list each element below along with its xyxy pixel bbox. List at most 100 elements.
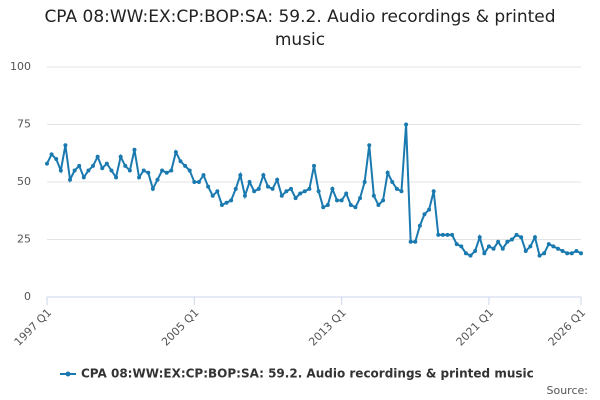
line <box>46 124 582 258</box>
point <box>238 173 243 178</box>
point <box>427 207 432 212</box>
point <box>196 180 201 184</box>
point <box>344 191 349 196</box>
point <box>404 122 409 127</box>
point <box>91 163 96 168</box>
point <box>77 163 82 168</box>
point <box>528 244 533 249</box>
point <box>367 143 372 148</box>
point <box>95 154 100 159</box>
point <box>413 239 418 244</box>
point <box>146 170 151 175</box>
point <box>500 246 505 251</box>
point <box>551 244 556 249</box>
point <box>371 193 376 198</box>
point <box>335 198 340 203</box>
point <box>206 184 211 189</box>
point <box>408 239 413 244</box>
point <box>358 196 363 201</box>
point <box>49 152 54 157</box>
point <box>579 251 583 256</box>
point <box>183 163 188 168</box>
point <box>532 235 537 240</box>
y-tick-label: 50 <box>17 175 31 188</box>
point <box>312 163 316 168</box>
point <box>555 246 560 251</box>
point <box>210 193 215 198</box>
point <box>330 186 335 191</box>
point <box>422 212 427 217</box>
point <box>58 168 63 173</box>
y-tick-label: 0 <box>24 290 31 303</box>
point <box>229 198 234 203</box>
point <box>496 239 501 244</box>
point <box>141 168 146 173</box>
point <box>178 159 183 164</box>
point <box>463 251 468 256</box>
x-tick-label: 2021 Q1 <box>454 306 497 349</box>
point <box>505 239 510 244</box>
y-tick-label: 100 <box>10 60 31 73</box>
point <box>574 249 579 253</box>
point <box>265 184 270 189</box>
point <box>132 147 137 152</box>
point <box>565 251 570 256</box>
y-tick-label: 75 <box>17 118 31 131</box>
x-tick-label: 2005 Q1 <box>159 306 202 349</box>
point <box>519 235 524 240</box>
point <box>118 154 123 159</box>
point <box>261 173 266 178</box>
x-tick-label: 1997 Q1 <box>12 306 55 349</box>
point <box>468 253 473 258</box>
point <box>385 170 390 175</box>
point <box>150 186 155 191</box>
point <box>233 186 238 191</box>
point <box>284 189 289 194</box>
source: Source: <box>547 384 589 397</box>
point <box>86 168 91 173</box>
point <box>63 143 68 148</box>
point <box>293 196 298 201</box>
point <box>390 180 395 184</box>
point <box>450 232 455 237</box>
point <box>270 186 275 191</box>
point <box>509 237 514 242</box>
point <box>560 249 565 253</box>
point <box>537 253 542 258</box>
point <box>187 168 192 173</box>
point <box>482 251 487 256</box>
point <box>376 203 381 207</box>
point <box>459 244 464 249</box>
point <box>215 189 220 194</box>
point <box>288 186 293 191</box>
point <box>523 249 528 253</box>
point <box>477 235 482 240</box>
legend-marker <box>65 371 71 377</box>
point <box>256 186 261 191</box>
point <box>339 198 344 203</box>
point <box>224 200 229 205</box>
point <box>100 166 105 171</box>
point <box>353 205 358 210</box>
point <box>491 246 496 251</box>
point <box>54 157 59 161</box>
point <box>68 177 73 182</box>
point <box>164 170 169 175</box>
point <box>169 168 174 173</box>
point <box>127 168 132 173</box>
point <box>436 232 441 237</box>
point <box>201 173 206 178</box>
point <box>362 180 367 184</box>
point <box>321 205 326 210</box>
point <box>542 251 547 256</box>
point <box>279 193 284 198</box>
point <box>445 232 450 237</box>
point <box>569 251 574 256</box>
point <box>155 177 160 182</box>
point <box>486 244 491 249</box>
x-tick-label: 2026 Q1 <box>546 306 589 349</box>
point <box>514 232 519 237</box>
point <box>45 161 49 166</box>
